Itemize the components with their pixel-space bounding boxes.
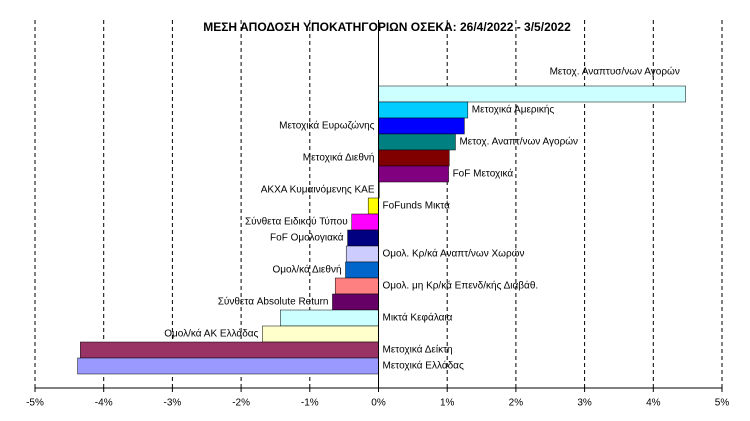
x-tick-label: -3% xyxy=(164,398,182,409)
bar xyxy=(378,149,450,167)
bar xyxy=(378,117,465,135)
category-label: Ομολ/κά ΑΚ Ελλάδας xyxy=(164,328,258,340)
category-label: ΑΚΧΑ Κυμαινόμενης ΚΑΕ xyxy=(261,184,375,196)
category-label: Μετοχικά Αμερικής xyxy=(472,104,555,116)
x-tick-label: 2% xyxy=(509,398,524,409)
x-tick-label: 4% xyxy=(646,398,661,409)
x-tick-label: 0% xyxy=(371,398,386,409)
category-label: FoFunds Μικτά xyxy=(383,200,451,212)
x-tick-label: -5% xyxy=(26,398,44,409)
bar xyxy=(378,85,686,103)
category-label: Σύνθετα Absolute Return xyxy=(218,296,329,308)
x-tick-label: -4% xyxy=(95,398,113,409)
category-label: FoF Μετοχικά xyxy=(453,168,514,180)
x-tick-label: 5% xyxy=(715,398,730,409)
bar xyxy=(351,213,379,231)
category-label: Ομολ/κά Διεθνή xyxy=(272,264,341,276)
bar xyxy=(332,293,379,311)
category-label: Μετοχ. Αναπτυσ/νων Αγορών xyxy=(550,66,680,78)
x-tick-label: -2% xyxy=(232,398,250,409)
category-label: FoF Ομολογιακά xyxy=(270,232,344,244)
category-label: Μικτά Κεφάλαια xyxy=(383,312,453,324)
bar xyxy=(378,133,456,151)
bar xyxy=(77,357,379,375)
bar xyxy=(345,261,379,279)
bar xyxy=(262,325,379,343)
bar xyxy=(280,309,379,327)
x-tick-label: 3% xyxy=(577,398,592,409)
bar xyxy=(347,229,379,247)
x-tick-label: 1% xyxy=(440,398,455,409)
category-label: Μετοχ. Αναπτ/νων Αγορών xyxy=(459,136,578,148)
bar xyxy=(345,245,379,263)
bar xyxy=(334,277,379,295)
category-label: Μετοχικά Δείκτη xyxy=(383,344,453,356)
chart-title: ΜΕΣΗ ΑΠΟΔΟΣΗ ΥΠΟΚΑΤΗΓΟΡΙΩΝ ΟΣΕΚΑ: 26/4/2… xyxy=(203,20,571,34)
category-label: Ομολ. μη Κρ/κά Επενδ/κής Διαβάθ. xyxy=(383,280,539,292)
bar xyxy=(378,165,449,183)
bar xyxy=(378,101,469,119)
x-tick-label: -1% xyxy=(301,398,319,409)
category-label: Μετοχικά Ευρωζώνης xyxy=(279,120,375,132)
category-label: Μετοχικά Ελλάδας xyxy=(383,360,464,372)
bar xyxy=(80,341,379,359)
category-label: Σύνθετα Ειδικού Τύπου xyxy=(245,216,348,228)
bar xyxy=(367,197,379,215)
category-label: Μετοχικά Διεθνή xyxy=(303,152,375,164)
category-label: Ομολ. Κρ/κά Αναπτ/νων Χωρών xyxy=(383,248,525,260)
